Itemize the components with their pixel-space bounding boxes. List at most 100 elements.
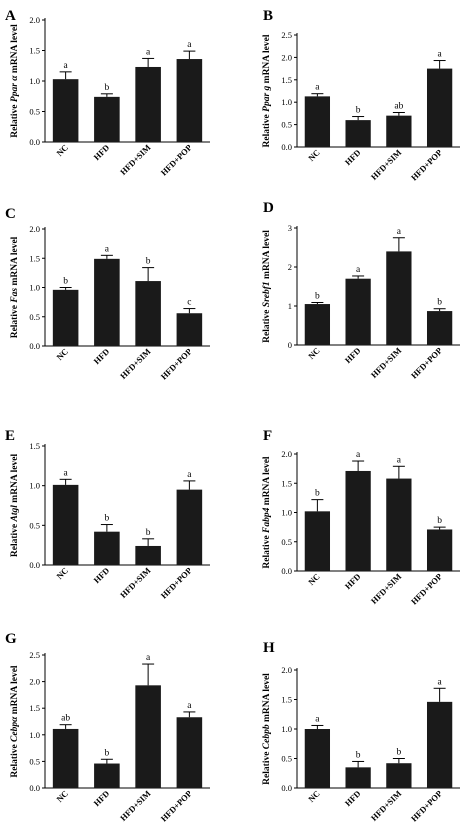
y-tick-label: 1.0: [29, 76, 40, 86]
x-tick-label: HFD+POP: [159, 788, 194, 823]
y-tick-label: 0.5: [281, 537, 292, 547]
significance-letter: b: [105, 83, 110, 93]
significance-letter: a: [64, 61, 69, 71]
y-tick-label: 1.5: [29, 253, 40, 263]
y-tick-label: 0.0: [281, 783, 292, 793]
significance-letter: a: [315, 714, 320, 724]
significance-letter: b: [105, 748, 110, 758]
y-tick-label: 1.0: [281, 97, 292, 107]
y-tick-label: 2.0: [281, 449, 292, 459]
bar-hfd-sim: [386, 478, 412, 571]
bar-hfd: [345, 470, 371, 571]
x-tick-label: HFD+POP: [159, 565, 194, 600]
y-tick-label: 1.5: [281, 478, 292, 488]
significance-letter: a: [187, 701, 192, 711]
y-tick-label: 1.0: [29, 283, 40, 293]
y-axis-label: Relative Ppar α mRNA level: [10, 24, 20, 138]
y-tick-label: 1: [288, 301, 292, 311]
y-tick-label: 0.0: [29, 560, 40, 570]
significance-letter: b: [437, 298, 442, 308]
bar-hfd-sim: [386, 763, 412, 788]
y-axis-label: Relative Srebf1 mRNA level: [262, 230, 272, 343]
bar-nc: [52, 79, 79, 142]
bar-hfd-pop: [426, 529, 453, 571]
significance-letter: b: [146, 528, 151, 538]
chart-panel-e: E 0.0 0.5 1.0 1.5 Relative Atgl mRNA level a NC…: [5, 428, 210, 601]
y-tick-label: 0.0: [281, 566, 292, 576]
chart-panel-a: A 0.0 0.5 1.0 1.5 2.0 Relative Ppar α mRNA lev…: [5, 8, 210, 178]
x-tick-label: NC: [306, 345, 322, 361]
bar-nc: [304, 511, 331, 571]
x-tick-label: HFD+SIM: [369, 788, 404, 823]
bar-hfd-pop: [426, 701, 453, 788]
significance-letter: a: [64, 468, 69, 478]
y-tick-label: 0.5: [281, 754, 292, 764]
y-tick-label: 2.5: [29, 650, 40, 660]
x-tick-label: HFD: [92, 346, 112, 366]
bar-nc: [304, 96, 331, 147]
y-tick-label: 2.5: [281, 30, 292, 40]
x-tick-label: HFD: [343, 147, 363, 167]
bar-hfd-pop: [426, 68, 453, 147]
significance-letter: a: [315, 83, 320, 93]
significance-letter: a: [146, 47, 151, 57]
chart-panel-h: H 0.0 0.5 1.0 1.5 2.0 Relative Cebpb mRNA leve…: [262, 640, 460, 824]
bar-hfd-sim: [386, 251, 412, 345]
y-tick-label: 2.0: [29, 15, 40, 25]
y-axis-label: Relative Ppar g mRNA level: [262, 34, 272, 147]
y-tick-label: 0.5: [29, 520, 40, 530]
bar-hfd-pop: [176, 717, 203, 788]
x-tick-label: HFD+SIM: [118, 346, 153, 381]
x-tick-label: HFD+POP: [409, 788, 444, 823]
y-tick-label: 1.5: [281, 695, 292, 705]
bar-hfd-sim: [135, 685, 161, 788]
panel-letter: F: [263, 428, 272, 444]
y-axis-label: Relative Cebpα mRNA level: [10, 665, 20, 777]
significance-letter: b: [105, 514, 110, 524]
bar-nc: [52, 728, 79, 788]
bar-hfd: [94, 763, 120, 788]
bar-nc: [304, 729, 331, 788]
significance-letter: a: [146, 653, 151, 663]
significance-letter: b: [437, 516, 442, 526]
bar-hfd-sim: [135, 66, 161, 142]
bar-hfd-sim: [135, 281, 161, 346]
x-tick-label: NC: [54, 142, 70, 158]
y-tick-label: 1.0: [281, 508, 292, 518]
bar-hfd: [94, 258, 120, 346]
significance-letter: b: [397, 748, 402, 758]
significance-letter: b: [315, 489, 320, 499]
x-tick-label: HFD: [92, 142, 112, 162]
panel-letter: H: [263, 640, 275, 656]
y-tick-label: 0.5: [281, 120, 292, 130]
y-axis-label: Relative Fabp4 mRNA level: [262, 456, 272, 569]
y-tick-label: 0.5: [29, 107, 40, 117]
panel-letter: E: [5, 428, 15, 444]
x-tick-label: HFD+POP: [409, 345, 444, 380]
x-tick-label: HFD: [92, 565, 112, 585]
y-tick-label: 0.0: [281, 142, 292, 152]
y-tick-label: 0.0: [29, 783, 40, 793]
bar-hfd-sim: [386, 115, 412, 147]
significance-letter: c: [187, 298, 191, 308]
significance-letter: b: [146, 257, 151, 267]
y-tick-label: 1.0: [281, 724, 292, 734]
bar-nc: [52, 484, 79, 565]
y-axis-label: Relative Fas mRNA level: [10, 236, 20, 338]
x-tick-label: HFD+POP: [409, 147, 444, 182]
x-tick-label: HFD+SIM: [118, 788, 153, 823]
significance-letter: a: [187, 470, 192, 480]
significance-letter: a: [397, 455, 402, 465]
y-axis-label: Relative Atgl mRNA level: [10, 454, 20, 558]
x-tick-label: HFD+SIM: [369, 571, 404, 606]
significance-letter: a: [397, 227, 402, 237]
bar-hfd: [345, 278, 371, 345]
significance-letter: a: [356, 265, 361, 275]
x-tick-label: HFD: [343, 788, 363, 808]
y-axis-label: Relative Cebpb mRNA level: [262, 673, 272, 785]
bar-hfd: [345, 120, 371, 147]
y-tick-label: 0.0: [29, 341, 40, 351]
chart-panel-f: F 0.0 0.5 1.0 1.5 2.0 Relative Fabp4 mRNA leve…: [262, 428, 460, 607]
y-tick-label: 1.5: [29, 46, 40, 56]
